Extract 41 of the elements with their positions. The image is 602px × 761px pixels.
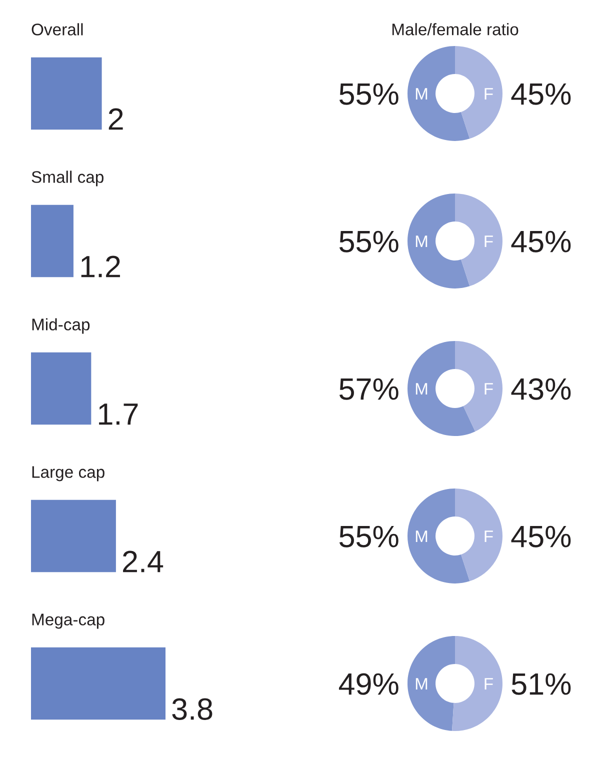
donut-slice [452, 636, 502, 731]
data-label: 45% [511, 230, 571, 252]
data-label: 3.8 [172, 698, 212, 720]
data-label: 51% [512, 673, 571, 695]
slice-label: F [484, 236, 493, 248]
donut-slice [408, 488, 470, 584]
slice-label: M [416, 383, 428, 395]
chart-title: Male/female ratio [392, 23, 518, 36]
y-tick-label: Mega-cap [32, 614, 104, 629]
slice-label: M [416, 236, 428, 248]
y-tick-label: Small cap [32, 170, 104, 186]
data-label: 55% [339, 526, 398, 548]
data-label: 1.2 [81, 256, 120, 278]
slice-label: F [484, 530, 493, 542]
data-label: 43% [511, 378, 571, 400]
donut-slice [408, 194, 470, 288]
slice-label: F [484, 383, 493, 395]
data-label: 45% [511, 83, 571, 105]
slice-label: M [416, 678, 428, 690]
donut-slice [408, 341, 476, 436]
slice-label: M [416, 88, 428, 100]
data-label: 1.7 [99, 404, 138, 425]
donut-slice [455, 341, 502, 432]
data-label: 2 [108, 108, 123, 130]
donut-slice [408, 46, 470, 141]
slice-label: F [484, 678, 493, 690]
donut-slice [455, 194, 502, 286]
donut-slice [408, 636, 455, 731]
donut-slice [455, 46, 502, 139]
data-label: 55% [339, 230, 398, 252]
y-tick-label: Large cap [32, 466, 104, 482]
y-tick-label: Mid-cap [32, 318, 90, 334]
data-label: 55% [339, 83, 398, 105]
donut-slice [455, 488, 502, 582]
data-label: 2.4 [123, 550, 164, 572]
y-tick-label: Overall [32, 23, 83, 36]
data-label: 45% [511, 526, 571, 548]
slice-label: F [484, 88, 493, 100]
slice-label: M [416, 530, 428, 542]
data-label: 49% [338, 673, 398, 695]
data-label: 57% [339, 378, 398, 400]
